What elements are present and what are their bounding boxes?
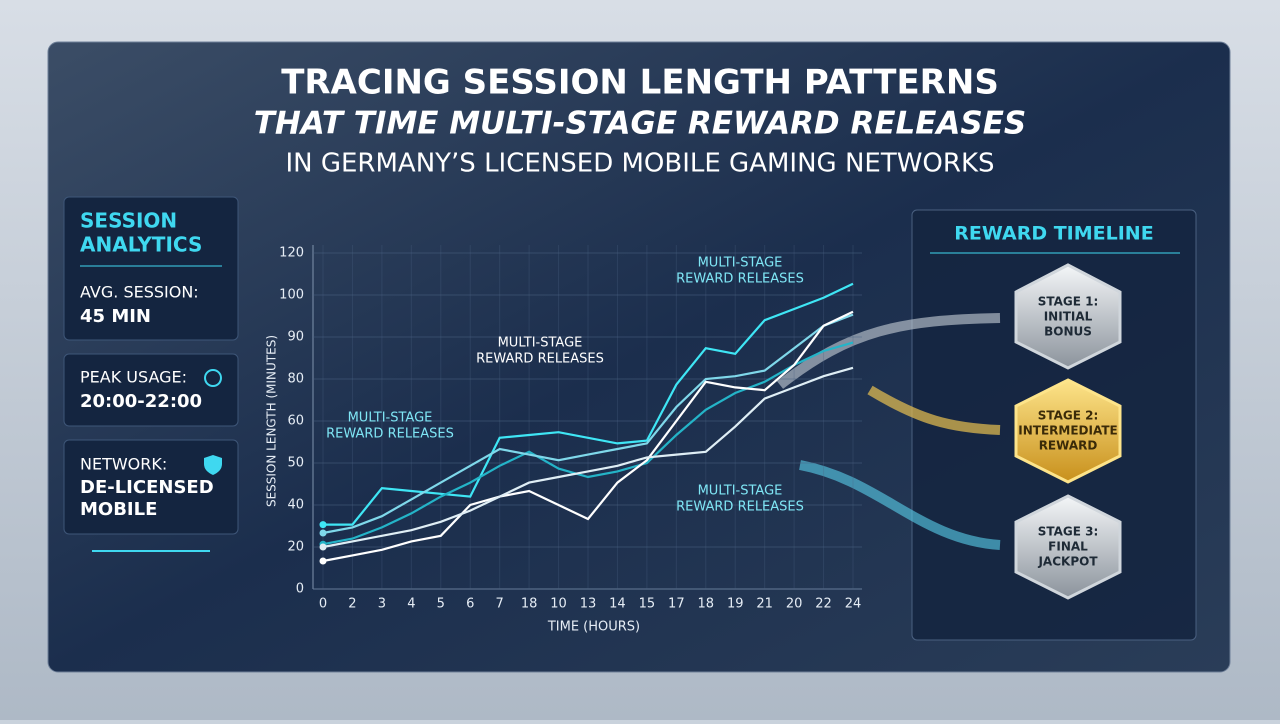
card — [63, 353, 239, 427]
stage-label: BONUS — [1044, 325, 1092, 339]
card-value: DE-LICENSED — [80, 477, 214, 498]
x-axis-label: TIME (HOURS) — [547, 620, 640, 635]
annotation: REWARD RELEASES — [476, 352, 604, 367]
arrow — [776, 313, 1001, 389]
x-tick-label: 24 — [845, 597, 862, 612]
shield-icon — [204, 455, 222, 475]
card — [63, 196, 239, 341]
arrow — [799, 460, 1001, 550]
annotation: MULTI-STAGE — [348, 411, 433, 426]
x-tick-label: 19 — [727, 597, 744, 612]
header: TRACING SESSION LENGTH PATTERNS THAT TIM… — [254, 63, 1027, 179]
chart: 0 20 40 50 60 80 90 100 120 0 2 3 4 5 6 7 18 10 13 14 15 17 18… — [265, 245, 862, 635]
x-tick-label: 5 — [437, 597, 445, 612]
y-tick-label: 0 — [296, 582, 304, 597]
stage-label: STAGE 2: — [1038, 409, 1099, 423]
stage-label: REWARD — [1039, 439, 1098, 453]
annotation: MULTI-STAGE — [698, 484, 783, 499]
annotation: MULTI-STAGE — [698, 256, 783, 271]
x-tick-label: 20 — [786, 597, 803, 612]
point — [319, 543, 327, 551]
stage-badge — [1014, 378, 1122, 484]
stage-label: STAGE 3: — [1038, 525, 1099, 539]
sidebar: SESSION ANALYTICS AVG. SESSION: 45 MIN P… — [63, 196, 239, 552]
stage-label: JACKPOT — [1037, 555, 1098, 569]
series-line — [323, 282, 854, 526]
y-tick-label: 90 — [287, 330, 304, 345]
series-line — [322, 310, 854, 563]
y-tick-label: 120 — [279, 246, 304, 261]
x-tick-label: 3 — [378, 597, 386, 612]
card-value: MOBILE — [80, 499, 157, 520]
timeline: REWARD TIMELINE — [776, 209, 1197, 641]
x-tick-label: 6 — [466, 597, 474, 612]
stage-label: INTERMEDIATE — [1018, 424, 1117, 438]
x-tick-label: 17 — [668, 597, 685, 612]
arrow — [867, 385, 1001, 435]
card-value: 45 MIN — [80, 306, 151, 327]
x-tick-label: 10 — [550, 597, 567, 612]
sidebar-title: ANALYTICS — [80, 233, 202, 257]
card — [63, 439, 239, 535]
x-tick-label: 22 — [815, 597, 832, 612]
y-axis-label: SESSION LENGTH (MINUTES) — [265, 335, 279, 507]
y-tick-label: 50 — [287, 456, 304, 471]
title-line: IN GERMANY’S LICENSED MOBILE GAMING NETW… — [285, 149, 994, 179]
stage-label: STAGE 1: — [1038, 295, 1099, 309]
x-tick-label: 18 — [698, 597, 715, 612]
series-line — [322, 341, 854, 546]
point — [319, 557, 327, 565]
series-line — [322, 366, 854, 549]
x-tick-label: 15 — [639, 597, 656, 612]
y-tick-label: 20 — [287, 540, 304, 555]
sidebar-title: SESSION — [80, 209, 177, 233]
y-tick-label: 60 — [287, 414, 304, 429]
x-tick-label: 7 — [496, 597, 504, 612]
point — [319, 521, 327, 529]
x-tick-label: 21 — [756, 597, 773, 612]
x-tick-label: 4 — [407, 597, 415, 612]
annotation: MULTI-STAGE — [498, 336, 583, 351]
x-tick-label: 13 — [580, 597, 597, 612]
y-tick-label: 80 — [287, 372, 304, 387]
annotation: REWARD RELEASES — [676, 500, 804, 515]
x-tick-label: 14 — [609, 597, 626, 612]
card-value: 20:00-22:00 — [80, 391, 202, 412]
annotation: REWARD RELEASES — [676, 272, 804, 287]
stage-badge — [1014, 494, 1122, 600]
y-tick-label: 40 — [287, 498, 304, 513]
annotation: REWARD RELEASES — [326, 427, 454, 442]
title-line: TRACING SESSION LENGTH PATTERNS — [281, 63, 999, 103]
card-label: PEAK USAGE: — [80, 368, 187, 387]
title-line: THAT TIME MULTI-STAGE REWARD RELEASES — [254, 106, 1027, 142]
card-label: NETWORK: — [80, 455, 167, 474]
card-label: AVG. SESSION: — [80, 283, 199, 302]
stage-label: INITIAL — [1044, 310, 1093, 324]
timeline-title: REWARD TIMELINE — [954, 223, 1153, 245]
y-tick-label: 100 — [279, 288, 304, 303]
stage-label: FINAL — [1048, 540, 1088, 554]
x-tick-label: 18 — [521, 597, 538, 612]
stage-badge — [1014, 263, 1122, 370]
x-tick-label: 0 — [319, 597, 327, 612]
series-line — [322, 313, 854, 535]
point — [319, 529, 327, 537]
x-tick-label: 2 — [348, 597, 356, 612]
clock-icon — [204, 369, 222, 387]
